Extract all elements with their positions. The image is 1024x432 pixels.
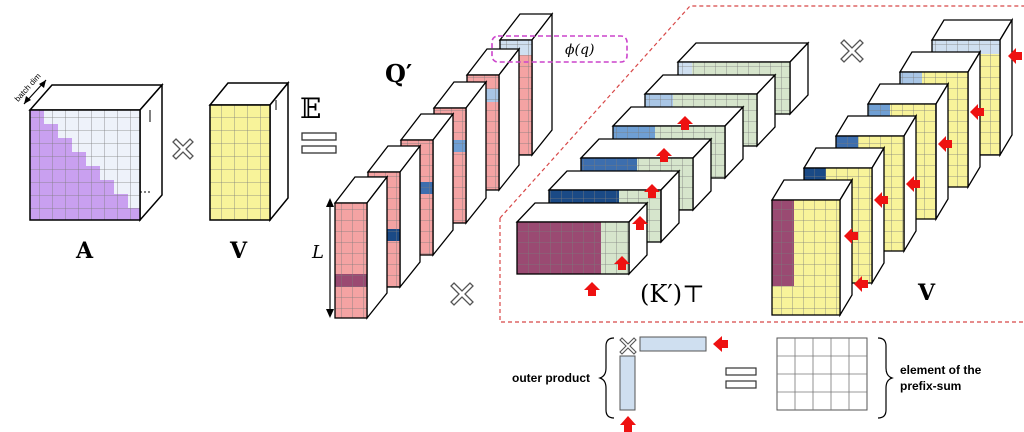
multiply-icon: [172, 138, 194, 160]
v-right-label: V: [917, 280, 936, 306]
left-brace: [598, 337, 615, 419]
red-up-arrows: [584, 116, 693, 296]
column-vector-arrow: [620, 416, 636, 432]
expectation-symbol: 𝔼: [300, 92, 321, 125]
element-label-line1: element of the: [900, 363, 982, 377]
l-label: L: [311, 242, 324, 263]
q-prime-stack: [333, 12, 554, 320]
phi-q-label: ϕ(q): [565, 42, 594, 58]
red-left-arrows: [844, 48, 1022, 292]
region-boundary: [499, 5, 1024, 323]
right-brace: [877, 337, 894, 419]
multiply-icon: [619, 337, 637, 355]
element-label-line2: prefix-sum: [900, 379, 961, 393]
equals-icon: [301, 132, 337, 154]
equals-icon: [725, 367, 757, 389]
outer-product-label: outer product: [512, 371, 590, 385]
k-prime-t-stack: [515, 41, 810, 276]
column-vector: [619, 355, 636, 411]
phi-q-box: [491, 35, 628, 63]
matrix-v-left-cube: [208, 80, 290, 223]
matrix-a-label: A: [75, 238, 94, 264]
multiply-icon: [450, 282, 474, 306]
q-prime-label: Q′: [385, 59, 412, 88]
v-right-stack: [770, 17, 1014, 318]
prefix-sum-grid: [776, 337, 868, 411]
multiply-icon: [840, 39, 864, 63]
row-vector: [639, 336, 707, 352]
k-prime-t-label: (K′)⊤: [640, 280, 705, 308]
matrix-v-left-label: V: [229, 238, 248, 264]
row-vector-arrow: [713, 336, 728, 352]
matrix-a-cube: [28, 83, 164, 222]
